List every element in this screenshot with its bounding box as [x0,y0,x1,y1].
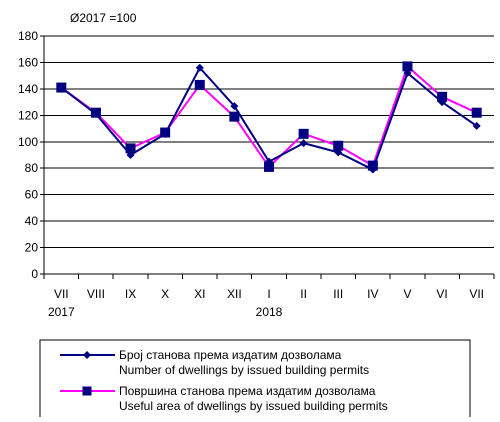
data-point-diamond [403,69,412,78]
data-point-diamond [334,148,343,157]
x-tick-label: II [300,287,307,301]
x-tick-label: VII [54,287,69,301]
x-year-label: 2018 [256,305,283,319]
data-point-square [298,128,309,139]
series-line [60,66,478,171]
series-2 [56,61,482,172]
data-point-diamond [299,139,308,148]
y-tick-label: 140 [18,82,38,96]
legend-marker-diamond [83,351,91,359]
y-tick-label: 160 [18,55,38,69]
y-tick-label: 180 [18,29,38,43]
x-tick-label: V [403,287,411,301]
x-tick-label: III [333,287,343,301]
gridlines [44,35,494,275]
x-tick-label: I [267,287,270,301]
data-point-diamond [161,129,170,138]
legend: Број станова према издатим дозволамаNumb… [39,339,471,421]
chart-subtitle: Ø2017 =100 [70,11,137,25]
y-tick-label: 40 [25,214,39,228]
data-point-diamond [57,83,66,92]
legend-entry-1: Број станова према издатим дозволамаNumb… [60,348,369,377]
y-tick-label: 80 [25,161,39,175]
y-tick-label: 0 [31,267,38,281]
data-point-diamond [472,121,481,130]
data-point-diamond [91,110,100,119]
series-1 [57,63,481,174]
series-line [60,65,478,168]
series-lines [56,61,482,174]
x-year-label: 2017 [48,305,75,319]
x-tick-label: XI [194,287,205,301]
data-point-square [229,111,240,122]
x-tick-label: VIII [87,287,105,301]
x-tick-label: IV [367,287,378,301]
x-tick-label: XII [227,287,242,301]
x-tick-label: VI [436,287,447,301]
legend-label-sr: Површина станова према издатим дозволама [119,384,376,398]
y-tick-label: 60 [25,188,39,202]
x-tick-label: X [161,287,169,301]
y-tick-label: 20 [25,241,39,255]
y-tick-label: 120 [18,108,38,122]
data-point-square [194,79,205,90]
legend-label-en: Number of dwellings by issued building p… [119,363,369,377]
data-point-diamond [438,98,447,107]
y-tick-label: 100 [18,135,38,149]
legend-label-sr: Број станова према издатим дозволама [119,348,342,362]
legend-box [39,339,471,421]
data-point-diamond [230,102,239,111]
data-point-diamond [368,165,377,174]
data-point-square [471,107,482,118]
legend-entry-2: Површина станова према издатим дозволама… [60,384,388,413]
legend-marker-square [82,386,92,396]
legend-label-en: Useful area of dwellings by issued build… [119,399,388,413]
data-point-diamond [195,63,204,72]
x-tick-label: VII [469,287,484,301]
data-point-diamond [265,157,273,166]
data-point-diamond [126,151,135,159]
x-tick-label: IX [125,287,136,301]
